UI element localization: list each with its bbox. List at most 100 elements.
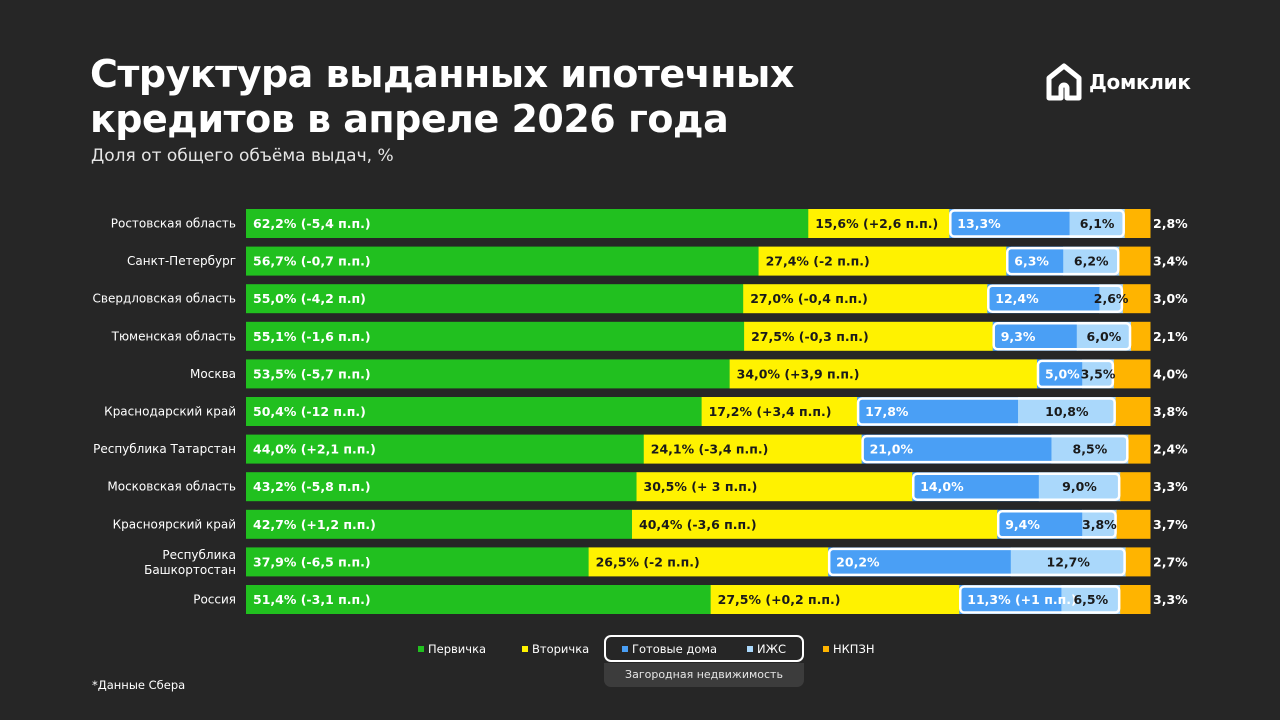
domclick-house-icon	[1046, 63, 1082, 101]
category-label: Москва	[190, 367, 236, 381]
bar-segment-2	[992, 321, 1078, 351]
bar-segment-4	[1122, 284, 1151, 314]
bar-segment-4	[1113, 359, 1151, 389]
bar-segment-0	[246, 472, 638, 502]
chart-subtitle: Доля от общего объёма выдач, %	[91, 146, 394, 166]
bar-segment-4	[1119, 246, 1151, 276]
data-label: 6,3%	[1014, 254, 1049, 269]
bar-segment-2	[861, 434, 1052, 464]
bar-segment-1	[758, 246, 1007, 276]
bar-segment-1	[744, 321, 994, 351]
data-label: 2,7%	[1153, 554, 1188, 569]
bar-segment-1	[743, 284, 988, 314]
bar-segment-4	[1124, 209, 1151, 238]
country-property-outline	[949, 209, 1125, 238]
legend-item: НКПЗН	[823, 642, 874, 656]
data-label: 50,4% (-12 п.п.)	[253, 404, 366, 419]
bar-segment-1	[808, 209, 950, 238]
legend-swatch	[747, 646, 753, 652]
bar-segment-4	[1120, 472, 1151, 502]
data-label: 40,4% (-3,6 п.п.)	[639, 517, 757, 532]
data-label: 6,5%	[1073, 592, 1108, 607]
data-label: 3,8%	[1082, 517, 1117, 532]
data-label: 42,7% (+1,2 п.п.)	[253, 517, 376, 532]
bar-segment-0	[246, 321, 745, 351]
legend-label: ИЖС	[757, 642, 787, 656]
bar-segment-4	[1125, 547, 1151, 577]
bar-segment-4	[1131, 321, 1151, 351]
legend-item: Вторичка	[522, 642, 589, 656]
country-property-outline	[987, 284, 1124, 313]
category-label: Санкт-Петербург	[127, 254, 236, 268]
country-property-outline	[1036, 359, 1115, 389]
bar-segment-2	[949, 209, 1071, 238]
bar-segment-1	[701, 397, 858, 426]
data-label: 17,8%	[865, 404, 909, 419]
legend-label: Готовые дома	[632, 642, 718, 656]
data-label: 14,0%	[920, 479, 964, 494]
data-label: 3,3%	[1153, 479, 1188, 494]
bar-segment-1	[710, 585, 960, 614]
data-label: 44,0% (+2,1 п.п.)	[253, 442, 376, 457]
data-label: 51,4% (-3,1 п.п.)	[253, 592, 371, 607]
data-label: 27,5% (-0,3 п.п.)	[751, 329, 869, 344]
data-label: 3,7%	[1153, 517, 1188, 532]
bar-segment-1	[729, 359, 1038, 389]
bar-segment-2	[828, 547, 1012, 577]
bar-segment-2	[1006, 246, 1064, 276]
bar-segment-1	[643, 434, 863, 464]
bar-segment-3	[1099, 284, 1124, 314]
bar-segment-0	[246, 397, 703, 426]
legend-swatch	[418, 646, 424, 652]
data-label: 20,2%	[836, 554, 880, 569]
country-property-outline	[959, 585, 1121, 614]
data-label: 55,0% (-4,2 п.п)	[253, 291, 366, 306]
data-label: 12,4%	[995, 291, 1039, 306]
category-label-line: Башкортостан	[144, 563, 236, 577]
bar-segment-2	[987, 284, 1100, 314]
country-property-outline	[861, 434, 1129, 464]
bar-segment-1	[588, 547, 829, 577]
bar-segment-2	[912, 472, 1040, 502]
bar-segment-2	[857, 397, 1019, 426]
data-label: 3,8%	[1153, 404, 1188, 419]
data-label: 9,0%	[1062, 479, 1097, 494]
bar-segment-3	[1038, 472, 1121, 502]
bar-segment-3	[1082, 509, 1118, 539]
category-label: Республика Татарстан	[93, 442, 236, 456]
data-label: 2,8%	[1153, 216, 1188, 231]
bar-segment-3	[1061, 585, 1121, 614]
country-property-outline	[827, 547, 1126, 577]
country-property-outline	[992, 322, 1132, 351]
data-label: 4,0%	[1153, 366, 1188, 381]
legend-label: НКПЗН	[833, 642, 875, 656]
data-label: 8,5%	[1073, 442, 1108, 457]
data-label: 27,4% (-2 п.п.)	[766, 254, 870, 269]
bar-segment-3	[1069, 209, 1126, 238]
bar-segment-0	[246, 209, 809, 238]
data-label: 11,3% (+1 п.п.)	[967, 592, 1076, 607]
country-property-outline	[911, 472, 1121, 501]
data-label: 2,4%	[1153, 442, 1188, 457]
bar-segment-1	[632, 509, 998, 539]
data-label: 9,3%	[1001, 329, 1036, 344]
bar-segment-3	[1076, 321, 1132, 351]
bar-segment-2	[959, 585, 1062, 614]
bar-segment-4	[1115, 397, 1151, 426]
bar-segment-4	[1120, 585, 1151, 614]
data-label: 27,0% (-0,4 п.п.)	[750, 291, 868, 306]
data-label: 3,0%	[1153, 291, 1188, 306]
legend-label: Вторичка	[532, 642, 590, 656]
legend-label: Первичка	[428, 642, 487, 656]
category-label-line: Республика	[162, 548, 236, 562]
legend-swatch	[622, 646, 628, 652]
footnote: *Данные Сбера	[92, 678, 186, 692]
data-label: 27,5% (+0,2 п.п.)	[718, 592, 841, 607]
data-label: 6,0%	[1087, 329, 1122, 344]
data-label: 43,2% (-5,8 п.п.)	[253, 479, 371, 494]
data-label: 24,1% (-3,4 п.п.)	[651, 442, 769, 457]
data-label: 30,5% (+ 3 п.п.)	[644, 479, 758, 494]
data-label: 9,4%	[1005, 517, 1040, 532]
category-label: Краснодарский край	[104, 405, 236, 419]
